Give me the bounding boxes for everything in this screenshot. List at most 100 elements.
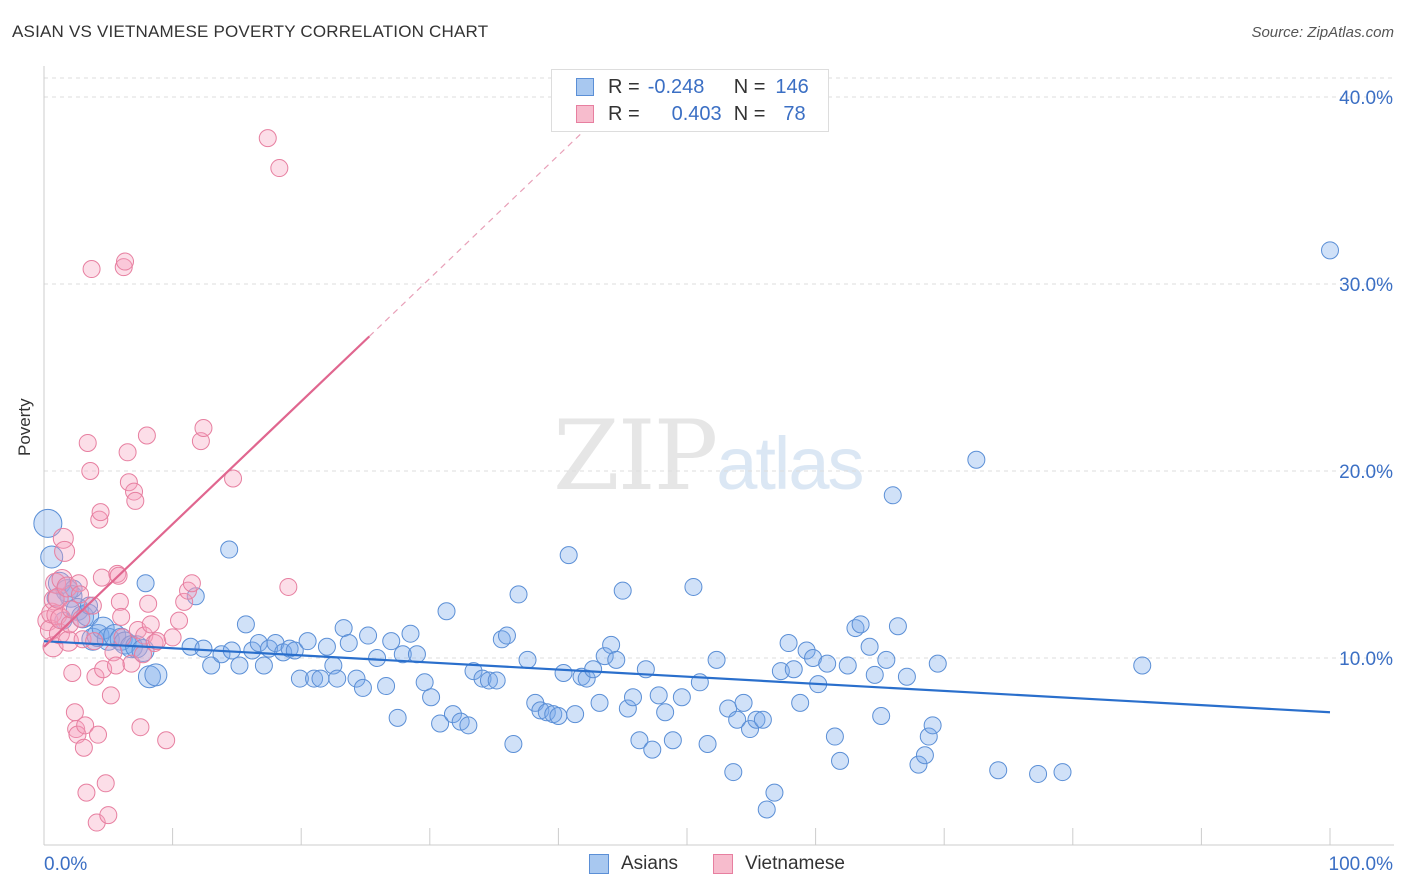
asians-point xyxy=(230,656,249,675)
asians-point xyxy=(684,577,703,596)
vietnamese-point xyxy=(85,632,104,651)
y-tick-label: 20.0% xyxy=(1339,462,1393,483)
vietnamese-point xyxy=(72,609,91,628)
vietnamese-trend-extension xyxy=(368,130,585,337)
asians-point xyxy=(136,574,155,593)
asians-point xyxy=(431,714,450,733)
vietnamese-point xyxy=(175,592,194,611)
vietnamese-point xyxy=(101,686,120,705)
asians-point xyxy=(347,669,366,688)
vietnamese-point xyxy=(81,462,100,480)
vietnamese-n-value: 78 xyxy=(783,102,806,125)
y-tick-label: 40.0% xyxy=(1339,88,1393,109)
vietnamese-point xyxy=(194,418,213,437)
asians-point xyxy=(236,615,255,634)
watermark-zip: ZIP xyxy=(553,400,718,512)
vietnamese-trend-line xyxy=(43,335,371,648)
vietnamese-point xyxy=(258,129,277,148)
vietnamese-point xyxy=(107,656,126,675)
legend-vietnamese-swatch xyxy=(713,854,733,874)
vietnamese-point xyxy=(76,716,95,735)
legend-item-asians[interactable]: Asians xyxy=(589,852,678,876)
asians-point xyxy=(407,645,426,664)
vietnamese-point xyxy=(114,258,133,277)
asians-point xyxy=(656,703,675,722)
asians-point xyxy=(487,671,506,690)
asians-point xyxy=(804,649,823,667)
asians-point xyxy=(464,662,483,681)
asians-point xyxy=(888,617,907,636)
asians-point xyxy=(298,632,317,651)
asians-point xyxy=(698,735,717,754)
source-label: Source: ZipAtlas.com xyxy=(1251,24,1394,41)
asians-point xyxy=(883,486,902,505)
asians-point xyxy=(877,650,896,669)
asians-point xyxy=(422,688,441,707)
stats-legend: R = -0.248 N = 146 R = 0.403 N = 78 xyxy=(551,69,829,132)
vietnamese-n-label: N = xyxy=(733,102,766,125)
vietnamese-point xyxy=(82,260,101,279)
vietnamese-point xyxy=(119,473,138,492)
asians-point xyxy=(290,669,309,688)
vietnamese-point xyxy=(50,608,72,630)
asians-point xyxy=(838,656,857,675)
chart-title: ASIAN VS VIETNAMESE POVERTY CORRELATION … xyxy=(12,22,489,41)
y-tick-label: 30.0% xyxy=(1339,275,1393,296)
asians-point xyxy=(437,602,456,621)
asians-point xyxy=(630,731,649,750)
asians-point xyxy=(509,585,528,604)
vietnamese-point xyxy=(182,574,201,593)
asians-point xyxy=(784,660,803,679)
asians-point xyxy=(504,735,523,754)
asians-point xyxy=(791,693,810,712)
vietnamese-point xyxy=(112,607,131,626)
vietnamese-point xyxy=(139,594,158,613)
asians-point xyxy=(753,710,772,729)
vietnamese-point xyxy=(163,628,182,647)
asians-point xyxy=(328,669,347,688)
asians-point xyxy=(459,716,478,735)
asians-r-label: R = xyxy=(608,75,640,98)
vietnamese-r-value: 0.403 xyxy=(671,102,722,125)
asians-point xyxy=(368,649,387,667)
asians-point xyxy=(818,654,837,673)
asians-point xyxy=(40,545,64,569)
asians-point xyxy=(897,667,916,686)
asians-point xyxy=(559,546,578,565)
asians-point xyxy=(382,632,401,651)
asians-point xyxy=(305,669,324,688)
asians-point xyxy=(872,706,891,725)
asians-point xyxy=(865,665,884,684)
asians-point xyxy=(928,654,947,673)
asians-point xyxy=(1029,764,1048,783)
asians-swatch xyxy=(576,78,594,96)
vietnamese-point xyxy=(157,731,176,750)
asians-point xyxy=(860,637,879,656)
asians-point xyxy=(317,637,336,656)
asians-point xyxy=(707,650,726,669)
asians-point xyxy=(254,656,273,675)
vietnamese-point xyxy=(74,738,93,757)
vietnamese-point xyxy=(110,592,129,611)
vietnamese-point xyxy=(270,159,289,178)
asians-point xyxy=(1053,763,1072,782)
stats-legend-row-asians: R = -0.248 N = 146 xyxy=(576,74,809,100)
vietnamese-point xyxy=(62,600,81,619)
asians-point xyxy=(415,673,434,692)
legend-item-vietnamese[interactable]: Vietnamese xyxy=(713,852,845,876)
asians-point xyxy=(443,705,462,724)
watermark: ZIPatlas xyxy=(553,400,865,512)
asians-point xyxy=(741,720,760,739)
vietnamese-point xyxy=(60,615,79,634)
vietnamese-point xyxy=(99,806,118,825)
asians-point xyxy=(765,783,784,802)
vietnamese-point xyxy=(90,510,109,529)
vietnamese-point xyxy=(131,718,150,737)
asians-n-label: N = xyxy=(733,75,766,98)
asians-point xyxy=(393,645,412,664)
asians-point xyxy=(923,716,942,735)
vietnamese-r-label: R = xyxy=(608,102,640,125)
asians-point xyxy=(915,746,934,765)
asians-point xyxy=(967,450,986,469)
